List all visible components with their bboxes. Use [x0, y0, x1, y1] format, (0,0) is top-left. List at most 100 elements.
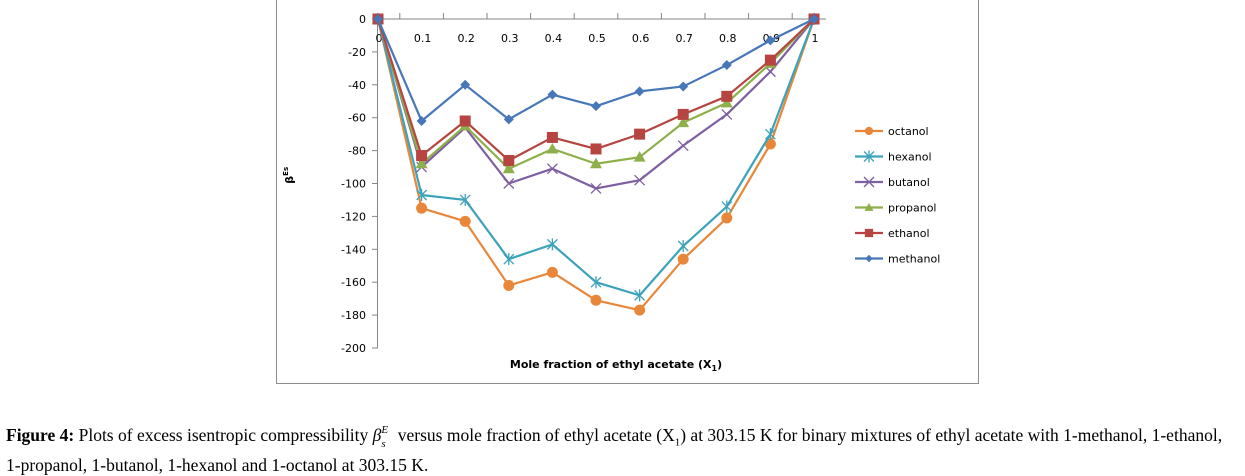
x-tick-label: 0.7	[675, 32, 693, 45]
marker-star	[546, 238, 558, 251]
x-tick-label: 0.3	[501, 32, 519, 45]
y-tick-label: -160	[341, 276, 366, 289]
marker-square	[590, 143, 602, 155]
caption-symbol-sub: s	[381, 438, 386, 450]
marker-triangle	[546, 142, 559, 154]
marker-square	[459, 115, 471, 127]
marker-diamond	[634, 86, 645, 97]
marker-diamond	[721, 60, 732, 71]
marker-square	[764, 54, 776, 66]
marker-star	[634, 289, 646, 302]
y-tick-label: -40	[348, 79, 366, 92]
caption-subscript: 1	[674, 436, 681, 449]
marker-diamond	[591, 101, 601, 112]
marker-star	[590, 276, 602, 289]
x-tick-label: 0.4	[545, 32, 563, 45]
marker-diamond	[373, 14, 383, 24]
y-tick-label: -180	[341, 309, 366, 322]
legend-label: octanol	[888, 125, 929, 138]
marker-x	[764, 66, 776, 78]
marker-circle	[721, 212, 733, 224]
legend-label: butanol	[888, 176, 930, 189]
marker-star	[863, 150, 875, 163]
caption-symbol: β	[372, 425, 382, 445]
caption-text-3: ) at 303.15 K for binary mixtures of eth…	[6, 425, 1223, 475]
marker-diamond	[460, 79, 471, 90]
y-tick-label: -140	[341, 243, 366, 256]
caption-text-1: Plots of excess isentropic compressibili…	[74, 425, 373, 445]
legend-item-octanol: octanol	[855, 125, 929, 138]
marker-x	[634, 174, 646, 186]
series-layer	[372, 13, 820, 316]
marker-diamond	[678, 81, 689, 92]
y-tick-label: -80	[348, 145, 366, 158]
series-hexanol	[372, 13, 820, 302]
caption-text-2: versus mole fraction of ethyl acetate (X	[393, 425, 675, 445]
marker-x	[546, 163, 558, 175]
series-methanol	[373, 14, 819, 126]
marker-square	[546, 131, 558, 143]
marker-square	[864, 228, 874, 238]
marker-x	[677, 140, 689, 152]
series-octanol	[372, 13, 820, 316]
marker-star	[459, 193, 471, 206]
y-tick-label: -120	[341, 210, 366, 223]
legend-label: ethanol	[888, 227, 930, 240]
legend-label: propanol	[888, 202, 936, 215]
marker-star	[764, 128, 776, 141]
marker-circle	[634, 304, 646, 316]
marker-x	[863, 176, 875, 188]
x-axis-ticks: 00.10.20.30.40.50.60.70.80.91	[376, 13, 819, 45]
marker-triangle	[677, 116, 690, 128]
x-tick-label: 0.6	[632, 32, 650, 45]
marker-circle	[546, 266, 558, 278]
y-axis-title: βEs	[282, 167, 296, 184]
marker-square	[677, 108, 689, 120]
marker-diamond	[809, 14, 819, 24]
marker-triangle	[633, 151, 646, 162]
legend-item-ethanol: ethanol	[855, 227, 930, 240]
series-line-hexanol	[376, 18, 816, 297]
legend-item-butanol: butanol	[855, 176, 930, 189]
legend: octanol hexanol butanol propanol ethanol meth…	[855, 125, 940, 266]
marker-star	[721, 200, 733, 213]
caption-label: Figure 4:	[6, 425, 75, 445]
y-tick-label: -20	[348, 46, 366, 59]
figure-caption: Figure 4: Plots of excess isentropic com…	[6, 424, 1241, 476]
marker-x	[503, 178, 515, 189]
marker-x	[721, 108, 733, 120]
x-axis-title: Mole fraction of ethyl acetate (X1)	[510, 358, 722, 373]
legend-item-propanol: propanol	[855, 202, 936, 215]
marker-x	[590, 182, 602, 194]
marker-square	[503, 154, 515, 166]
marker-circle	[503, 279, 515, 291]
marker-triangle	[502, 162, 515, 174]
marker-circle	[764, 138, 776, 150]
x-tick-label: 0.2	[457, 32, 475, 45]
marker-star	[416, 189, 428, 202]
marker-triangle	[720, 96, 733, 108]
marker-circle	[864, 126, 874, 136]
marker-circle	[590, 294, 602, 306]
marker-square	[721, 90, 733, 102]
marker-triangle	[590, 157, 602, 169]
marker-star	[503, 253, 515, 266]
marker-circle	[459, 215, 471, 227]
marker-star	[677, 240, 689, 253]
x-tick-label: 0.1	[414, 32, 432, 45]
marker-diamond	[416, 115, 427, 126]
marker-circle	[677, 253, 689, 265]
marker-triangle	[864, 203, 874, 211]
marker-square	[416, 150, 428, 162]
y-tick-label: -200	[341, 342, 366, 355]
caption-symbol-sup: E	[381, 424, 389, 436]
legend-label: methanol	[888, 253, 940, 266]
marker-diamond	[503, 114, 514, 125]
marker-diamond	[765, 35, 776, 46]
x-tick-label: 0	[376, 32, 383, 45]
x-tick-label: 1	[812, 32, 819, 45]
x-tick-label: 0.5	[588, 32, 606, 45]
